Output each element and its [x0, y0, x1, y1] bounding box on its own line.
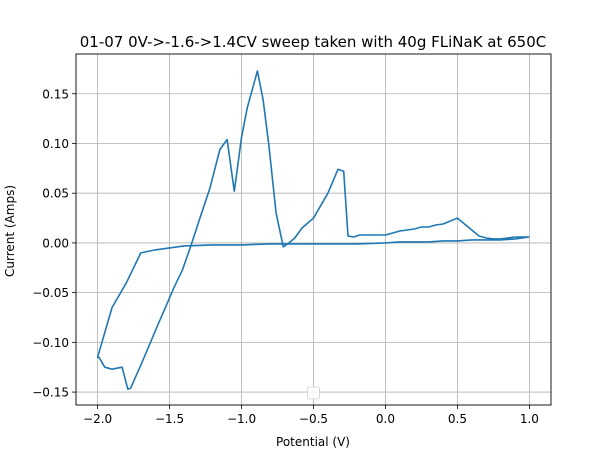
grid-lines [76, 54, 551, 405]
chart-title: 01-07 0V->-1.6->1.4CV sweep taken with 4… [80, 33, 547, 51]
y-tick-label: 0.15 [42, 87, 69, 101]
legend-box [307, 386, 320, 400]
x-tick-label: −1.5 [155, 412, 184, 426]
tick-marks [72, 93, 530, 409]
x-tick-label: 1.0 [520, 412, 539, 426]
x-tick-label: 0.5 [448, 412, 467, 426]
x-tick-label: −1.0 [227, 412, 256, 426]
y-tick-label: −0.15 [32, 386, 69, 400]
y-tick-label: 0.00 [42, 236, 69, 250]
x-tick-label: 0.0 [376, 412, 395, 426]
x-tick-label: −2.0 [83, 412, 112, 426]
series-line-0 [96, 70, 530, 390]
y-tick-label: 0.10 [42, 137, 69, 151]
legend-frame [307, 386, 320, 400]
y-tick-label: 0.05 [42, 187, 69, 201]
series-layer [96, 70, 530, 390]
x-tick-label: −0.5 [299, 412, 328, 426]
y-tick-label: −0.10 [32, 336, 69, 350]
y-tick-label: −0.05 [32, 286, 69, 300]
y-axis-label: Current (Amps) [3, 185, 17, 277]
x-axis-label: Potential (V) [276, 435, 350, 449]
